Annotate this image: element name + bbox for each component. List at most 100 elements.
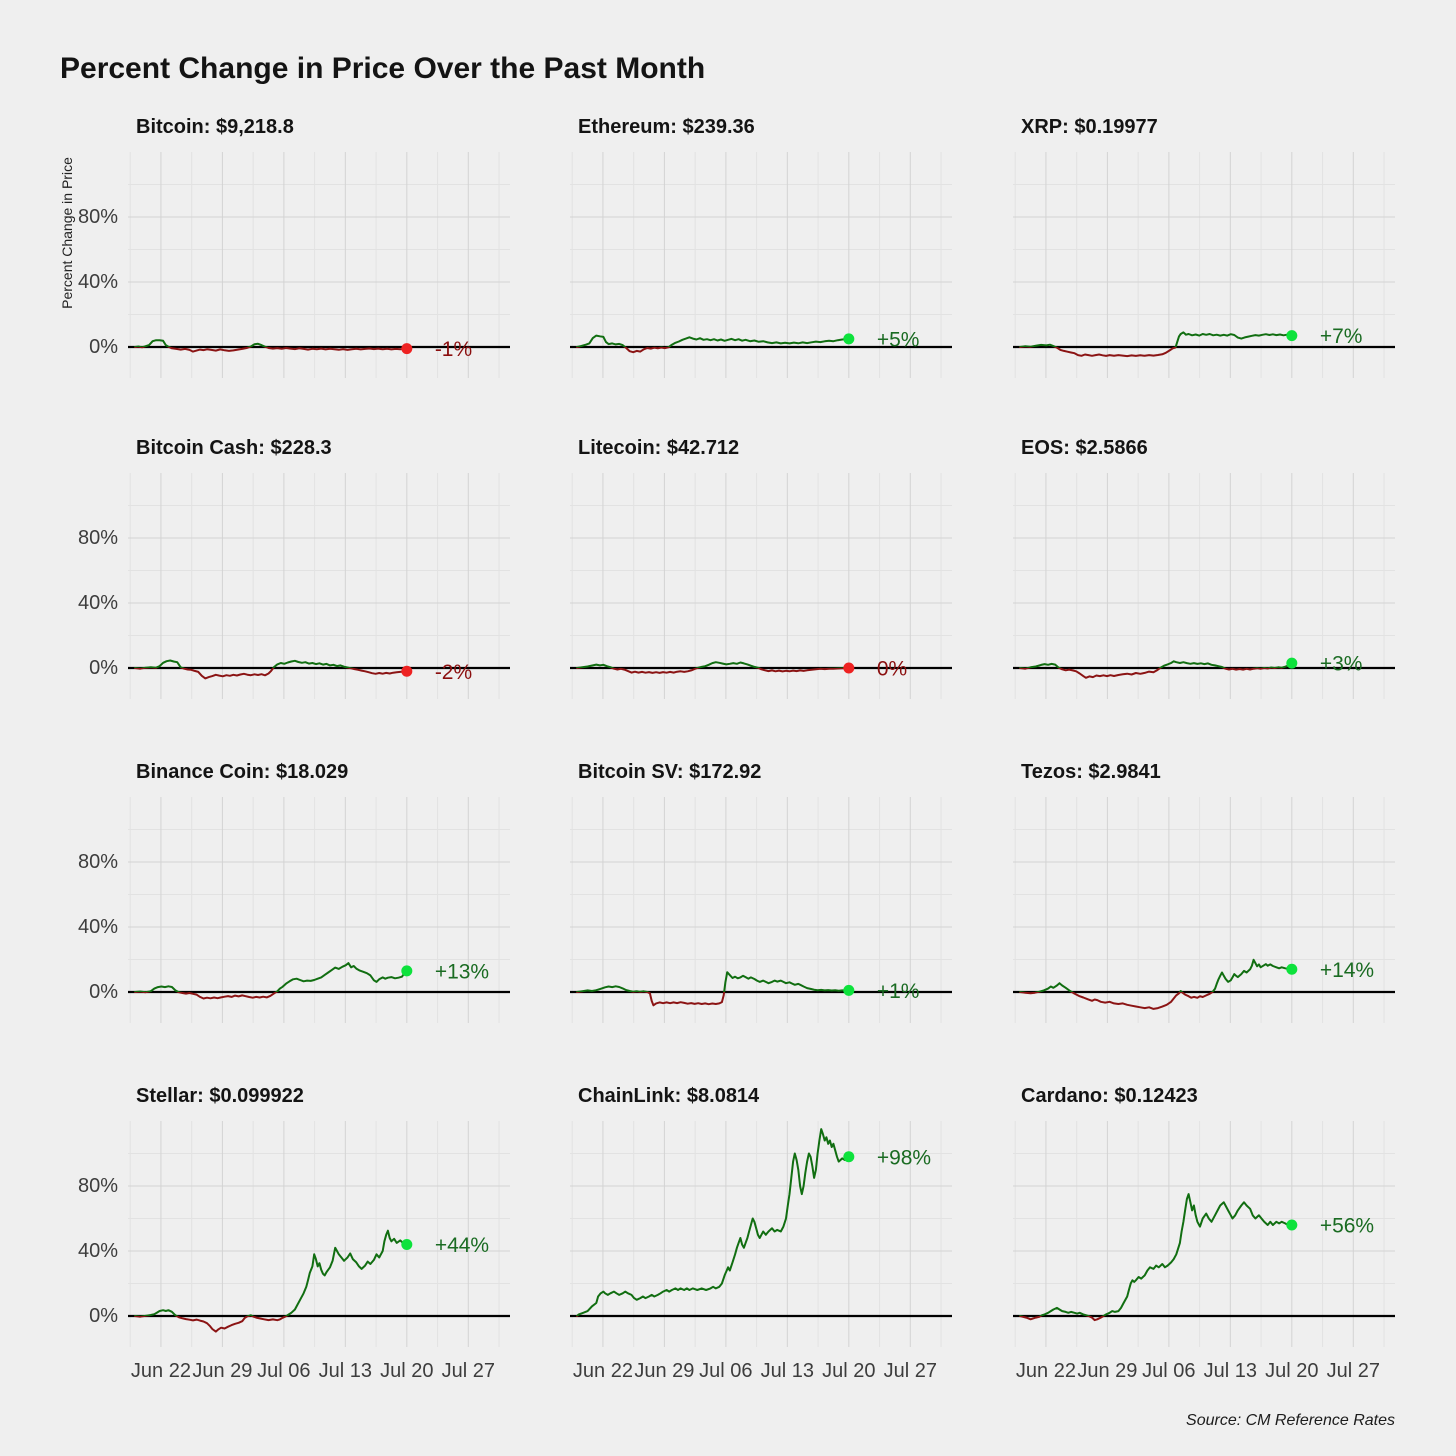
chart-panel-bitcoin: -1%: [128, 152, 510, 378]
y-tick-label: 0%: [89, 657, 118, 679]
x-tick-label: Jul 13: [1203, 1360, 1258, 1382]
y-tick-label: 40%: [77, 271, 118, 293]
price-line-positive: [1019, 660, 1293, 668]
end-dot: [1286, 330, 1298, 342]
chart-panel-eos: +3%: [1013, 473, 1395, 699]
end-dot: [401, 965, 413, 977]
end-dot: [1286, 657, 1298, 669]
price-line-positive: [134, 1229, 408, 1316]
change-label: +5%: [877, 328, 920, 351]
chart-panel-litecoin: 0%: [570, 473, 952, 699]
x-tick-label: Jul 06: [699, 1360, 753, 1382]
end-dot: [401, 1239, 413, 1250]
change-label: -1%: [435, 338, 472, 361]
chart-title-cardano: Cardano: $0.12423: [1021, 1085, 1198, 1107]
chart-panel-cardano: +56%: [1013, 1121, 1395, 1347]
price-line-positive: [576, 1128, 850, 1316]
end-dot: [843, 984, 855, 996]
change-label: +98%: [877, 1146, 931, 1169]
end-dot: [843, 1151, 855, 1163]
price-line-positive: [1019, 1193, 1293, 1316]
change-label: +7%: [1320, 325, 1363, 348]
price-line-positive: [134, 659, 355, 668]
end-dot: [401, 343, 413, 355]
change-label: +44%: [435, 1234, 489, 1257]
chart-title-binance-coin: Binance Coin: $18.029: [136, 761, 349, 783]
chart-panel-chainlink: +98%: [570, 1121, 952, 1347]
y-tick-label: 40%: [77, 1240, 118, 1262]
end-dot: [1286, 963, 1298, 975]
chart-panel-binance-coin: +13%: [128, 797, 510, 1023]
x-tick-label: Jul 06: [257, 1360, 311, 1382]
chart-title-litecoin: Litecoin: $42.712: [578, 437, 740, 459]
y-tick-label: 0%: [89, 981, 118, 1003]
price-line-negative: [134, 1316, 289, 1333]
chart-title-bitcoin: Bitcoin: $9,218.8: [136, 116, 294, 138]
chart-title-ethereum: Ethereum: $239.36: [578, 116, 755, 138]
end-dot: [1286, 1219, 1298, 1231]
x-tick-label: Jul 13: [760, 1360, 815, 1382]
x-tick-label: Jul 20: [822, 1360, 876, 1382]
y-tick-label: 40%: [77, 592, 118, 614]
price-line-positive: [134, 962, 408, 992]
chart-panel-bitcoin-cash: -2%: [128, 473, 510, 699]
chart-title-eos: EOS: $2.5866: [1021, 437, 1148, 459]
change-label: +3%: [1320, 653, 1363, 676]
price-line-positive: [134, 339, 287, 347]
chart-title-stellar: Stellar: $0.099922: [136, 1085, 304, 1107]
chart-panel-ethereum: +5%: [570, 152, 952, 378]
end-dot: [843, 333, 855, 345]
y-tick-label: 80%: [77, 851, 118, 873]
price-line-negative: [1019, 347, 1177, 358]
change-label: +14%: [1320, 959, 1374, 982]
chart-title-bitcoin-cash: Bitcoin Cash: $228.3: [136, 437, 332, 459]
x-tick-label: Jul 27: [1326, 1360, 1380, 1382]
chart-title-bitcoin-sv: Bitcoin SV: $172.92: [578, 761, 762, 783]
x-tick-label: Jul 20: [1265, 1360, 1319, 1382]
change-label: +13%: [435, 960, 489, 983]
chart-title-tezos: Tezos: $2.9841: [1021, 761, 1161, 783]
x-tick-label: Jun 29: [1077, 1360, 1138, 1382]
x-tick-label: Jul 06: [1142, 1360, 1196, 1382]
x-tick-label: Jun 22: [1015, 1360, 1076, 1382]
y-tick-label: 0%: [89, 336, 118, 358]
price-line-negative: [134, 347, 408, 353]
price-line-negative: [1019, 668, 1285, 679]
y-tick-label: 80%: [77, 527, 118, 549]
chart-panel-tezos: +14%: [1013, 797, 1395, 1023]
change-label: +56%: [1320, 1215, 1374, 1238]
x-tick-label: Jul 13: [318, 1360, 373, 1382]
chart-title-xrp: XRP: $0.19977: [1021, 116, 1158, 138]
chart-panel-xrp: +7%: [1013, 152, 1395, 378]
change-label: +1%: [877, 980, 920, 1003]
change-label: 0%: [877, 658, 907, 681]
price-line-positive: [1019, 958, 1293, 992]
price-line-negative: [134, 992, 279, 1000]
x-tick-label: Jun 29: [192, 1360, 253, 1382]
price-line-negative: [1019, 992, 1214, 1010]
x-tick-label: Jul 27: [441, 1360, 495, 1382]
price-line-negative: [134, 668, 408, 680]
x-tick-label: Jul 27: [883, 1360, 937, 1382]
x-tick-label: Jun 22: [130, 1360, 191, 1382]
y-tick-label: 80%: [77, 206, 118, 228]
page-title: Percent Change in Price Over the Past Mo…: [60, 52, 706, 85]
x-tick-label: Jul 20: [380, 1360, 434, 1382]
price-line-positive: [576, 971, 850, 992]
price-line-positive: [576, 661, 850, 668]
x-tick-label: Jun 29: [634, 1360, 695, 1382]
price-line-positive: [1019, 331, 1293, 347]
end-dot: [843, 662, 855, 674]
chart-panel-stellar: +44%: [128, 1121, 510, 1347]
y-tick-label: 80%: [77, 1175, 118, 1197]
change-label: -2%: [435, 661, 472, 684]
chart-title-chainlink: ChainLink: $8.0814: [578, 1085, 760, 1107]
x-tick-label: Jun 22: [572, 1360, 633, 1382]
chart-panel-bitcoin-sv: +1%: [570, 797, 952, 1023]
price-line-positive: [576, 334, 850, 347]
end-dot: [401, 665, 413, 677]
y-tick-label: 0%: [89, 1305, 118, 1327]
y-tick-label: 40%: [77, 916, 118, 938]
source-note: Source: CM Reference Rates: [1186, 1412, 1395, 1429]
